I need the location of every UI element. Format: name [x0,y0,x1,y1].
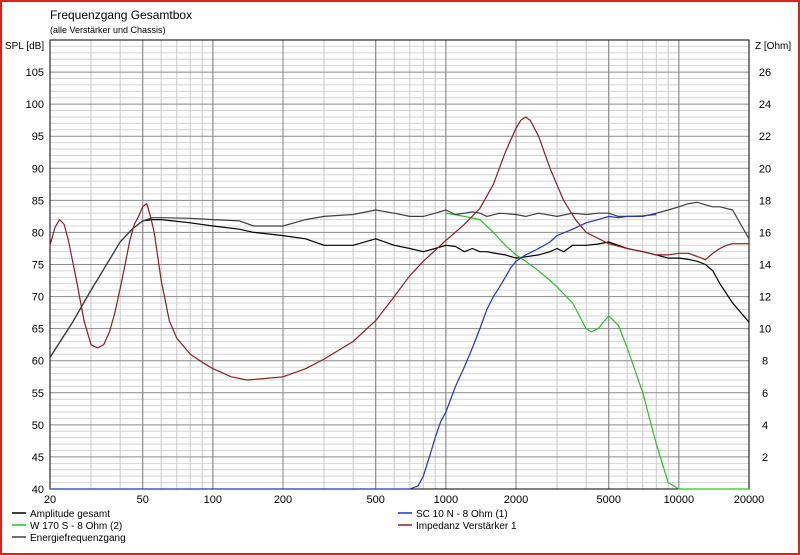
y-axis-left-ticks: 40 45 50 55 60 65 70 75 80 85 90 95 100 105 [26,67,44,496]
legend-label: Energiefrequenzgang [30,533,126,544]
series-line-impedanz-verst-rker-1 [49,116,749,381]
y-left-tick-label: 70 [32,292,44,304]
y-right-tick-label: 8 [762,356,768,368]
y-right-tick-label: 20 [759,163,771,175]
legend-label: Impedanz Verstärker 1 [416,521,517,532]
y-right-tick-label: 4 [762,420,768,432]
y-right-tick-label: 12 [759,292,771,304]
y-right-tick-label: 24 [759,99,771,111]
legend-label: SC 10 N - 8 Ohm (1) [416,509,508,520]
series-line-w-170-s-8-ohm-2- [445,212,749,490]
y-left-tick-label: 90 [32,163,44,175]
y-left-tick-label: 45 [32,452,44,464]
y-left-tick-label: 95 [32,131,44,143]
x-tick-label: 1000 [434,494,458,506]
series-line-energiefrequenzgang [49,201,750,358]
legend-label: Amplitude gesamt [30,509,110,520]
x-tick-label: 10000 [664,494,695,506]
y-left-tick-label: 40 [32,484,44,496]
x-tick-label: 20000 [734,494,765,506]
y-left-tick-label: 100 [26,99,44,111]
y-left-tick-label: 55 [32,388,44,400]
x-tick-label: 20 [44,494,56,506]
x-axis-ticks: 20 50 100 200 500 1000 2000 5000 10000 20000 [44,494,764,506]
x-tick-label: 50 [137,494,149,506]
y-left-tick-label: 50 [32,420,44,432]
x-tick-label: 5000 [596,494,620,506]
legend-label: W 170 S - 8 Ohm (2) [30,521,122,532]
y-right-tick-label: 14 [759,260,771,272]
y-left-tick-label: 75 [32,260,44,272]
y-right-tick-label: 18 [759,195,771,207]
x-tick-label: 500 [367,494,385,506]
y-right-tick-label: 22 [759,131,771,143]
y-left-tick-label: 60 [32,356,44,368]
y-right-tick-label: 16 [759,227,771,239]
chart-title: Frequenzgang Gesamtbox [50,8,192,22]
y-right-tick-label: 26 [759,67,771,79]
x-tick-label: 100 [204,494,222,506]
y-right-tick-label: 6 [762,388,768,400]
y-right-tick-label: 2 [762,452,768,464]
y-axis-right-label: Z [Ohm] [755,41,791,52]
series-line-amplitude-gesamt [49,219,750,358]
y-right-tick-label: 10 [759,324,771,336]
y-left-tick-label: 80 [32,227,44,239]
x-tick-label: 2000 [504,494,528,506]
y-axis-left-label: SPL [dB] [5,41,44,52]
y-left-tick-label: 85 [32,195,44,207]
series-lines [49,116,750,490]
y-left-tick-label: 65 [32,324,44,336]
x-tick-label: 200 [274,494,292,506]
grid-major [50,40,749,489]
chart-subtitle: (alle Verstärker und Chassis) [50,25,166,35]
y-left-tick-label: 105 [26,67,44,79]
series-line-sc-10-n-8-ohm-1- [50,213,657,490]
